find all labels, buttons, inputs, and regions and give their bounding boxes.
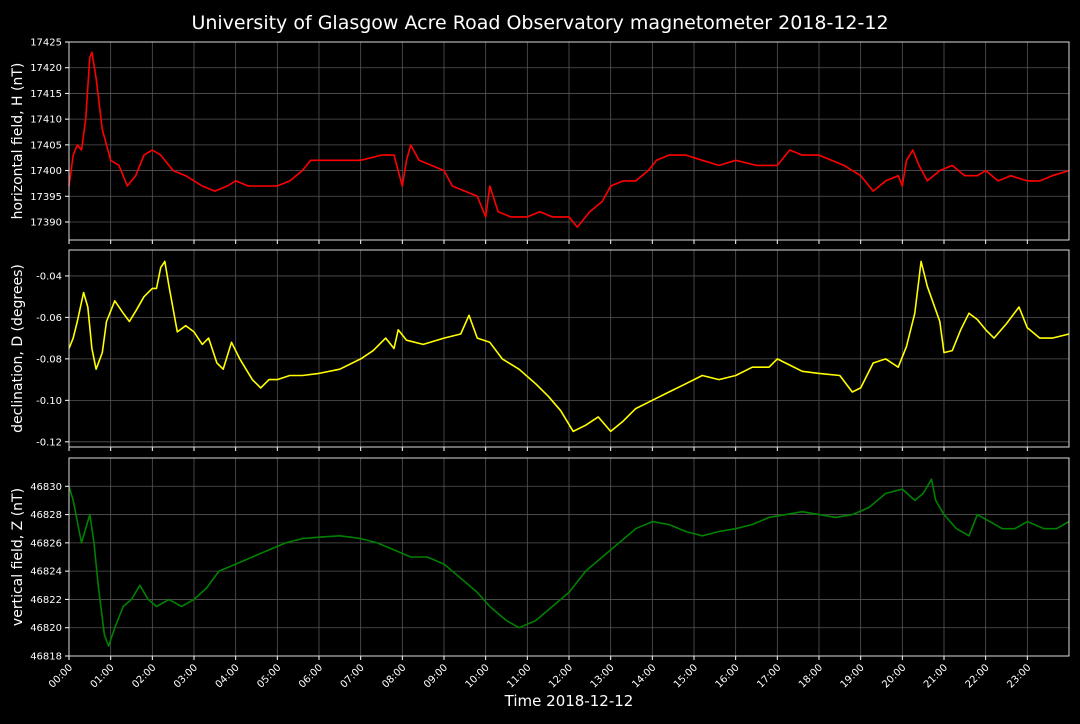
y-tick-label: 46830 [30, 482, 62, 493]
y-tick-label: 17420 [30, 63, 62, 74]
y-tick-label: 17410 [30, 115, 62, 126]
y-tick-label: 17405 [30, 140, 62, 151]
panel-2: -0.04 -0.06 -0.08 -0.10 -0.12 declination, D … [10, 249, 1070, 451]
y-tick-label: 17390 [30, 218, 62, 229]
y-tick-label: -0.08 [36, 354, 62, 365]
panel-frame [68, 41, 1070, 241]
y-tick-label: -0.06 [36, 313, 62, 324]
series-line-3 [68, 478, 1070, 647]
y-axis-label: horizontal field, H (nT) [10, 63, 26, 220]
y-tick-label: 17425 [30, 38, 62, 49]
y-tick-label: 46824 [30, 567, 62, 578]
panel-3: 46818 46820 46822 46824 46826 46828 46830 verti… [10, 457, 1070, 663]
y-tick-label: 46828 [30, 510, 62, 521]
y-axis-label: vertical field, Z (nT) [10, 488, 26, 626]
x-axis-label: Time 2018-12-12 [504, 692, 634, 710]
y-tick-label: 17400 [30, 166, 62, 177]
y-tick-label: 46818 [30, 652, 62, 663]
y-tick-label: -0.12 [36, 437, 62, 448]
series-line-1 [68, 51, 1070, 228]
panel-frame [68, 249, 1070, 448]
y-tick-label: -0.04 [36, 271, 62, 282]
y-tick-label: 17395 [30, 192, 62, 203]
chart-title: University of Glasgow Acre Road Observat… [191, 12, 888, 34]
y-axis-label: declination, D (degrees) [10, 264, 26, 433]
y-tick-label: -0.10 [36, 396, 62, 407]
y-tick-label: 46820 [30, 623, 62, 634]
panel-frame [68, 457, 1070, 657]
series-line-2 [68, 260, 1070, 433]
y-tick-label: 46826 [30, 538, 62, 549]
panel-1: 17390 17395 17400 17405 17410 17415 17420 17425… [10, 38, 1070, 244]
y-tick-label: 46822 [30, 595, 62, 606]
y-tick-label: 17415 [30, 89, 62, 100]
